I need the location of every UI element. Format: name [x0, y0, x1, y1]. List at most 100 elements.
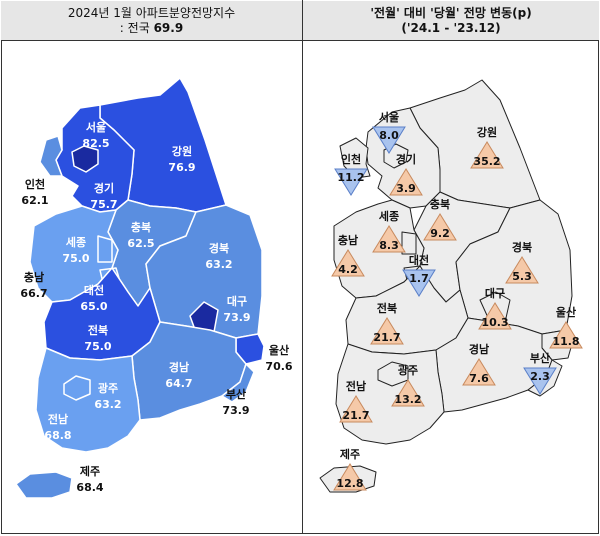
left-region-chungnam	[29, 205, 119, 303]
left-region-name: 세종	[66, 235, 86, 249]
left-region-seoul	[71, 145, 99, 173]
triangle-up-icon	[389, 168, 423, 196]
right-label-9: 대구 10.3	[478, 286, 512, 330]
left-label-1: 강원 76.9	[168, 144, 195, 174]
left-region-name: 경기	[94, 181, 114, 195]
triangle-up-icon	[339, 395, 373, 423]
right-region-value: 4.2	[338, 263, 358, 276]
right-label-10: 울산 11.8	[549, 305, 583, 349]
left-region-value: 66.7	[20, 287, 47, 300]
right-label-4: 충북 9.2	[423, 197, 457, 241]
left-title-national-value: 69.9	[153, 20, 184, 35]
left-label-6: 경북 63.2	[205, 241, 232, 271]
left-region-value: 62.5	[127, 237, 154, 250]
right-label-13: 광주 13.2	[391, 364, 425, 407]
left-region-name: 부산	[226, 387, 246, 401]
left-region-name: 대구	[227, 294, 247, 308]
left-region-value: 63.2	[205, 258, 232, 271]
left-region-value: 64.7	[165, 377, 192, 390]
triangle-up-icon	[549, 321, 583, 349]
left-region-name: 광주	[98, 382, 118, 395]
right-label-6: 충남 4.2	[331, 233, 365, 277]
triangle-up-icon	[370, 317, 404, 345]
right-region-name: 경기	[396, 152, 416, 166]
left-region-name: 제주	[80, 464, 100, 478]
left-region-value: 76.9	[168, 161, 195, 174]
right-region-value: 8.0	[379, 129, 399, 142]
triangle-down-icon	[372, 126, 406, 154]
right-map	[319, 79, 573, 493]
triangle-up-icon	[505, 256, 539, 284]
right-title-line1: '전월' 대비 '당월' 전망 변동(p)	[370, 5, 532, 20]
left-region-value: 75.0	[84, 340, 111, 353]
right-label-5: 세종 8.3	[372, 209, 406, 253]
right-region-name: 부산	[530, 351, 550, 365]
right-region-value: 2.3	[530, 370, 550, 383]
left-label-16: 제주 68.4	[76, 464, 103, 494]
left-region-name: 강원	[172, 144, 192, 158]
triangle-up-icon	[331, 249, 365, 277]
left-region-value: 65.0	[80, 300, 107, 313]
right-region-name: 경남	[469, 342, 489, 356]
left-region-gwangju	[63, 375, 91, 401]
left-region-name: 서울	[86, 120, 106, 134]
right-region-name: 충북	[430, 197, 450, 211]
left-region-name: 충북	[131, 220, 151, 234]
left-label-0: 서울 82.5	[82, 120, 109, 150]
right-region-name: 제주	[340, 447, 360, 461]
right-region-value: 3.9	[396, 182, 416, 195]
left-map	[15, 77, 265, 499]
left-region-value: 62.1	[21, 194, 48, 207]
right-label-2: 인천 11.2	[334, 152, 368, 196]
left-region-value: 73.9	[223, 311, 250, 324]
right-region-name: 전북	[377, 301, 397, 315]
left-title-line1: 2024년 1월 아파트분양전망지수	[67, 5, 236, 20]
left-map-labels: 서울 82.5 강원 76.9 인천 62.1 경기 75.7 충북 62.5 세종 75.0 경북 63…	[20, 120, 292, 494]
triangle-up-icon	[462, 358, 496, 386]
right-region-value: 12.8	[336, 477, 363, 490]
panel-divider	[302, 0, 303, 534]
right-label-12: 경남 7.6	[462, 342, 496, 386]
right-region-name: 대전	[409, 253, 429, 267]
right-label-3: 경기 3.9	[389, 152, 423, 196]
left-region-value: 82.5	[82, 137, 109, 150]
right-label-15: 전남 21.7	[339, 379, 373, 423]
right-label-0: 서울 8.0	[372, 110, 406, 154]
left-region-value: 75.7	[90, 198, 117, 211]
left-region-value: 63.2	[94, 398, 121, 411]
right-region-name: 서울	[379, 110, 399, 124]
left-label-15: 전남 68.8	[44, 412, 71, 442]
right-region-value: 8.3	[379, 239, 399, 252]
left-region-jeonnam	[35, 347, 141, 453]
left-title-line2: : 전국 69.9	[120, 21, 183, 36]
right-title-line2: ('24.1 - '23.12)	[401, 20, 501, 35]
left-label-7: 충남 66.7	[20, 270, 47, 300]
left-panel-title: 2024년 1월 아파트분양전망지수 : 전국 69.9	[1, 1, 302, 41]
left-region-value: 75.0	[62, 252, 89, 265]
left-region-name: 전북	[88, 323, 108, 337]
right-region-name: 충남	[338, 233, 358, 247]
right-region-value: 5.3	[512, 270, 532, 283]
right-region-name: 광주	[398, 364, 418, 377]
triangle-up-icon	[470, 141, 504, 169]
right-label-14: 부산 2.3	[523, 351, 557, 395]
right-region-value: 21.7	[373, 331, 400, 344]
left-region-name: 울산	[269, 343, 289, 357]
right-label-1: 강원 35.2	[470, 125, 504, 169]
right-region-value: 11.8	[552, 335, 579, 348]
left-region-value: 73.9	[222, 404, 249, 417]
right-region-name: 전남	[346, 379, 366, 393]
right-label-7: 대전 1.7	[402, 253, 436, 297]
left-label-12: 경남 64.7	[165, 360, 192, 390]
right-region-name: 인천	[341, 152, 361, 166]
right-region-value: 10.3	[481, 316, 508, 329]
right-region-incheon	[339, 137, 371, 179]
right-label-11: 전북 21.7	[370, 301, 404, 345]
left-region-busan	[221, 363, 255, 403]
right-label-16: 제주 12.8	[333, 447, 367, 491]
right-region-name: 울산	[556, 305, 576, 319]
left-label-14: 부산 73.9	[222, 387, 249, 417]
right-region-value: 1.7	[409, 272, 429, 285]
right-region-value: 11.2	[337, 171, 364, 184]
